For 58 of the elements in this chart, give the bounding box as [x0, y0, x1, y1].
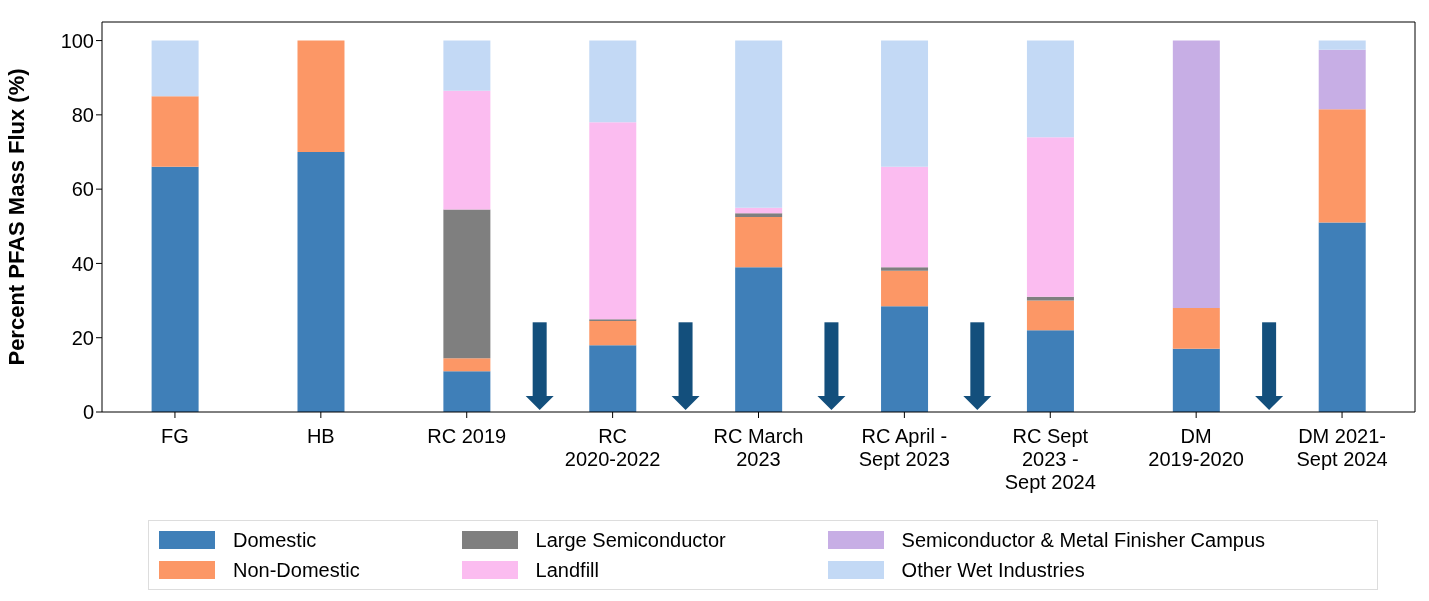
bar	[1318, 109, 1366, 223]
bar	[297, 152, 345, 412]
bar	[1026, 137, 1074, 297]
bar	[1172, 348, 1220, 412]
bar	[881, 267, 929, 271]
bar	[151, 40, 199, 97]
bar	[589, 321, 637, 346]
bar	[1026, 296, 1074, 301]
bar	[151, 96, 199, 167]
bar	[443, 371, 491, 412]
bar	[881, 40, 929, 167]
bar	[881, 166, 929, 268]
bar	[1026, 330, 1074, 412]
x-tick-label: DM 2019-2020	[1148, 425, 1244, 470]
bar	[589, 122, 637, 320]
y-axis-title: Percent PFAS Mass Flux (%)	[3, 68, 29, 366]
bar	[735, 40, 783, 208]
legend-label: Semiconductor & Metal Finisher Campus	[901, 528, 1266, 552]
x-tick-label: RC 2019	[427, 425, 507, 447]
x-tick-label: FG	[161, 425, 189, 447]
y-tick-label: 0	[82, 401, 94, 424]
x-tick-label: RC April - Sept 2023	[858, 425, 950, 470]
bar	[151, 166, 199, 412]
y-tick-label: 20	[71, 326, 94, 349]
bar	[1026, 300, 1074, 331]
y-tick-label: 40	[71, 252, 94, 275]
bar	[443, 40, 491, 91]
bar	[589, 40, 637, 123]
bar	[1318, 222, 1366, 412]
legend-label: Other Wet Industries	[901, 558, 1085, 582]
x-tick-label: DM 2021- Sept 2024	[1296, 425, 1388, 470]
bar	[443, 358, 491, 372]
bar	[1172, 40, 1220, 308]
bar	[1026, 40, 1074, 138]
x-tick-label: RC Sept 2023 - Sept 2024	[1004, 425, 1096, 493]
bar	[881, 306, 929, 412]
y-tick-label: 80	[71, 103, 94, 126]
bar	[881, 270, 929, 307]
bar	[297, 40, 345, 152]
bar	[443, 209, 491, 359]
x-tick-label: RC 2020-2022	[564, 425, 661, 470]
bar	[443, 90, 491, 210]
legend-label: Non-Domestic	[233, 558, 360, 582]
x-tick-label: RC March 2023	[713, 425, 804, 470]
bar	[735, 207, 783, 214]
y-tick-label: 100	[60, 29, 94, 52]
bar	[1318, 40, 1366, 50]
legend-label: Landfill	[535, 558, 599, 582]
bar	[589, 345, 637, 412]
bar	[735, 213, 783, 217]
legend-label: Large Semiconductor	[535, 528, 726, 552]
bar	[735, 267, 783, 412]
bar	[1318, 49, 1366, 110]
bar	[1172, 308, 1220, 349]
legend-label: Domestic	[233, 528, 317, 552]
y-tick-label: 60	[71, 178, 94, 201]
x-tick-label: HB	[306, 425, 335, 447]
bar	[735, 217, 783, 268]
